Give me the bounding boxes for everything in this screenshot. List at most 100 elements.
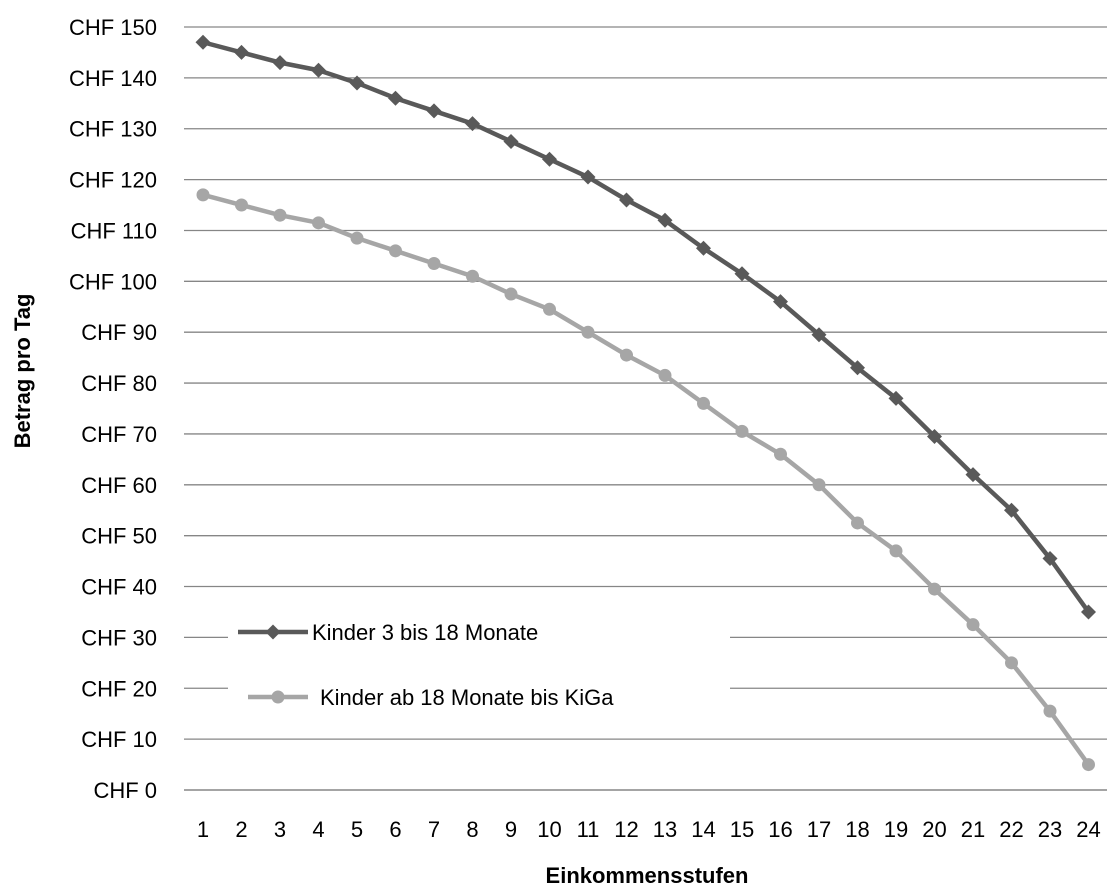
data-point-circle [1005, 656, 1018, 670]
legend-marker-diamond [265, 624, 281, 640]
data-point-diamond [426, 103, 442, 119]
data-point-diamond [234, 44, 249, 60]
series-line [202, 192, 1091, 766]
y-tick-label: CHF 10 [81, 727, 157, 752]
y-tick-label: CHF 80 [81, 371, 157, 396]
data-point-diamond [1042, 551, 1058, 567]
x-tick-label: 15 [730, 817, 754, 842]
data-point-circle [774, 447, 787, 461]
y-tick-label: CHF 150 [69, 15, 157, 40]
x-tick-label: 8 [466, 817, 478, 842]
legend-label-kinder-3-bis-18: Kinder 3 bis 18 Monate [312, 620, 538, 645]
data-point-circle [1082, 758, 1095, 772]
data-point-diamond [773, 294, 788, 310]
x-tick-label: 12 [614, 817, 638, 842]
x-tick-label: 17 [807, 817, 831, 842]
data-point-circle [389, 244, 402, 258]
y-tick-label: CHF 140 [69, 66, 157, 91]
y-tick-label: CHF 60 [81, 473, 157, 498]
data-point-diamond [465, 116, 480, 132]
data-point-diamond [542, 151, 557, 167]
x-tick-label: 24 [1076, 817, 1100, 842]
x-tick-label: 10 [537, 817, 561, 842]
y-tick-label: CHF 130 [69, 117, 157, 142]
y-tick-label: CHF 110 [71, 218, 157, 243]
data-point-diamond [388, 90, 403, 106]
x-tick-label: 3 [274, 817, 286, 842]
x-tick-label: 11 [577, 817, 600, 842]
y-tick-label: CHF 0 [93, 778, 157, 803]
x-axis-title: Einkommensstufen [546, 863, 749, 888]
x-tick-label: 6 [389, 817, 401, 842]
y-axis-title: Betrag pro Tag [10, 294, 35, 449]
data-point-diamond [311, 62, 326, 78]
y-tick-label: CHF 20 [81, 676, 157, 701]
legend-label-kinder-ab-18: Kinder ab 18 Monate bis KiGa [320, 685, 614, 710]
data-point-diamond [927, 428, 942, 444]
x-tick-label: 1 [197, 817, 209, 842]
legend-background [228, 608, 730, 718]
data-point-diamond [272, 55, 288, 71]
data-point-diamond [195, 34, 211, 50]
data-point-circle [504, 287, 518, 301]
series-kinder-ab-18-monate-bis-kiga [196, 188, 1095, 772]
data-point-diamond [734, 266, 750, 282]
data-point-diamond [965, 467, 981, 483]
data-point-circle [851, 516, 864, 530]
x-tick-label: 18 [845, 817, 869, 842]
data-point-diamond [657, 212, 673, 228]
data-point-circle [697, 396, 710, 410]
x-tick-label: 4 [312, 817, 324, 842]
data-point-circle [889, 544, 903, 558]
data-point-circle [1043, 704, 1057, 718]
data-point-circle [581, 325, 595, 339]
x-tick-label: 23 [1038, 817, 1062, 842]
x-tick-label: 5 [351, 817, 363, 842]
series-kinder-3-bis-18-monate [195, 34, 1096, 620]
x-tick-label: 13 [653, 817, 677, 842]
data-point-circle [466, 269, 479, 283]
y-tick-label: CHF 120 [69, 168, 157, 193]
data-point-diamond [811, 327, 827, 343]
data-point-circle [350, 231, 364, 245]
legend: Kinder 3 bis 18 Monate Kinder ab 18 Mona… [228, 608, 730, 718]
y-tick-label: CHF 90 [81, 320, 157, 345]
data-point-circle [427, 257, 441, 271]
data-point-diamond [888, 390, 904, 406]
x-tick-label: 20 [922, 817, 946, 842]
legend-marker-circle [271, 690, 285, 704]
data-point-circle [312, 216, 325, 230]
series-layer [195, 34, 1096, 772]
data-point-circle [812, 478, 826, 492]
data-point-circle [735, 424, 749, 438]
data-point-diamond [1081, 604, 1096, 620]
y-tick-label: CHF 70 [81, 422, 157, 447]
data-point-circle [658, 368, 672, 382]
x-tick-label: 16 [768, 817, 792, 842]
data-point-circle [273, 208, 287, 222]
data-point-diamond [349, 75, 365, 91]
series-line [202, 40, 1091, 614]
data-point-circle [235, 198, 248, 212]
x-tick-label: 7 [428, 817, 440, 842]
legend-diamond-shape [265, 624, 281, 640]
data-point-diamond [850, 360, 865, 376]
data-point-circle [543, 302, 556, 316]
x-tick-label: 21 [961, 817, 985, 842]
x-tick-label: 22 [999, 817, 1023, 842]
y-tick-label: CHF 50 [81, 524, 157, 549]
data-point-circle [620, 348, 633, 362]
data-point-diamond [580, 169, 596, 185]
x-tick-label: 2 [235, 817, 247, 842]
x-axis-ticks: 1 2 3 4 5 6 7 8 9 10 11 12 13 14 15 16 17 18 19 20 21 22 23 24 [197, 817, 1101, 842]
data-point-circle [928, 582, 941, 596]
data-point-circle [196, 188, 210, 202]
data-point-diamond [503, 133, 519, 149]
data-point-circle [966, 618, 980, 632]
y-tick-label: CHF 40 [81, 575, 157, 600]
y-axis-ticks: CHF 0 CHF 10 CHF 20 CHF 30 CHF 40 CHF 50 CHF 6… [69, 15, 157, 803]
x-tick-label: 19 [884, 817, 908, 842]
data-point-diamond [1004, 502, 1019, 518]
data-point-diamond [619, 192, 634, 208]
